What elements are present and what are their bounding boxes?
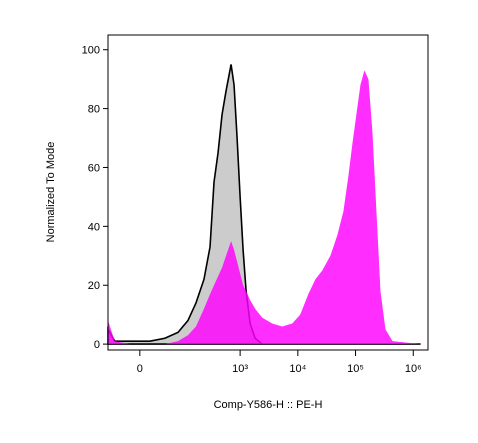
y-tick-label: 40 xyxy=(88,221,100,233)
y-tick-label: 80 xyxy=(88,104,100,116)
y-tick-label: 20 xyxy=(88,280,100,292)
x-tick-label: 10⁵ xyxy=(347,363,364,375)
x-tick-label: 10⁴ xyxy=(289,363,306,375)
y-tick-label: 100 xyxy=(82,45,100,57)
y-axis-label: Normalized To Mode xyxy=(45,142,57,243)
x-tick-label: 10³ xyxy=(232,363,248,375)
plot-frame xyxy=(107,34,429,351)
y-tick-label: 60 xyxy=(88,162,100,174)
x-tick-label: 0 xyxy=(137,363,143,375)
y-tick-label: 0 xyxy=(94,339,100,351)
histogram-area xyxy=(108,70,421,345)
x-axis-label: Comp-Y586-H :: PE-H xyxy=(214,399,323,411)
x-tick-label: 10⁶ xyxy=(405,363,422,375)
